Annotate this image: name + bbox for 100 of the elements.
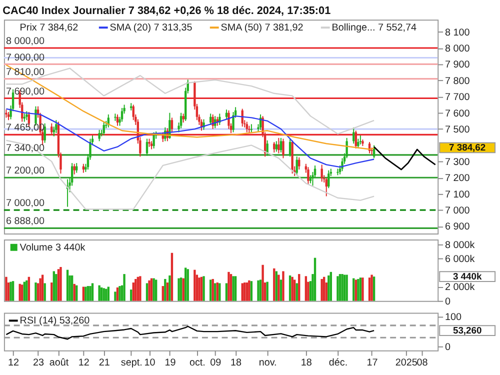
bar [266,282,268,301]
bar [328,275,330,301]
candlestick [280,137,282,154]
bar [82,286,85,301]
text: 7 384,62 [449,142,486,153]
bar [107,286,110,301]
bar [280,280,282,301]
candlestick [275,140,278,152]
y-tick-label: 7 200 [445,173,470,184]
bar [139,276,142,301]
bar [194,270,196,301]
candlestick [288,138,292,158]
candlestick [146,138,148,156]
bar [225,283,228,301]
bar [154,280,158,301]
bar [359,278,362,301]
x-tick-label: 18 [230,358,242,369]
candlestick [102,121,105,136]
candlestick [282,138,284,159]
candlestick [298,156,300,170]
bar [102,288,105,301]
x-tick-label: août [49,358,69,369]
bar [134,278,137,301]
x-tick-label: 12 [78,358,90,369]
bar [23,282,26,301]
bar [100,287,103,301]
bar [52,271,55,301]
bar [230,274,232,301]
bar [10,282,12,301]
y-tick-label: 0 [445,342,452,354]
x-tick-label: 18 [300,358,312,369]
bar [234,276,237,301]
bar [182,278,184,301]
bar [57,269,60,301]
candlestick [116,114,119,126]
bar [372,276,376,301]
bar [168,275,171,301]
candlestick [228,110,230,130]
bar [186,269,189,301]
bar [320,278,323,301]
bar [343,274,346,301]
bar [314,258,316,301]
bar [291,276,294,301]
line-series [6,326,375,340]
bar [136,276,140,301]
y-tick-label: 8 100 [445,27,470,38]
bar [116,287,119,301]
bar [296,283,298,301]
candlestick [180,112,182,129]
x-tick-label: nov. [258,358,277,369]
bar [76,285,78,301]
x-tick-label: déc. [328,358,348,369]
bar [178,278,180,301]
candlestick [359,135,362,145]
bar [184,268,187,301]
bar [44,283,46,301]
bar [150,278,153,301]
bar [66,270,69,301]
x-tick-label: 09 [210,358,222,369]
bar [132,282,134,301]
bar [86,286,90,301]
bar [170,252,174,301]
legend-label: SMA (20) 7 313,35 [110,22,193,34]
x-tick-label: 2025 [395,358,418,369]
candlestick [232,112,234,133]
ref-line-label: 7 200,00 [6,166,45,177]
y-tick-label: 7 800 [445,76,470,87]
bar [98,285,100,301]
bar [162,286,164,301]
candlestick [132,104,134,121]
candlestick [73,163,76,175]
bar [39,278,42,301]
y-tick-label: 7 300 [445,156,470,168]
bar [50,282,53,301]
legend-label: Bollinge... 7 552,74 [332,22,417,34]
bar [89,286,92,301]
candlestick [296,156,298,176]
bar [146,283,148,301]
y-tick-label: 8 000k [445,240,475,251]
candlestick [266,140,268,156]
y-tick-label: 7 600 [445,108,470,120]
x-tick-label: 21 [98,358,110,369]
line-series [6,140,375,210]
candlestick [98,129,100,142]
candlestick [328,170,330,189]
candlestick [152,132,155,149]
ref-line-label: 7 340,00 [6,142,45,154]
candlestick [320,164,323,182]
bar [248,280,250,301]
ref-line-label: 7 000,00 [6,198,45,210]
bar [357,278,360,301]
bar [26,280,28,301]
bar [180,278,182,301]
y-tick-label: 7 000 [445,206,470,216]
bar [41,274,44,301]
y-tick-label: 2 000k [445,282,475,294]
bar [202,276,205,301]
bar [200,276,203,301]
y-tick-label: 6 900 [445,222,470,233]
y-tick-label: 8 000 [445,43,470,54]
